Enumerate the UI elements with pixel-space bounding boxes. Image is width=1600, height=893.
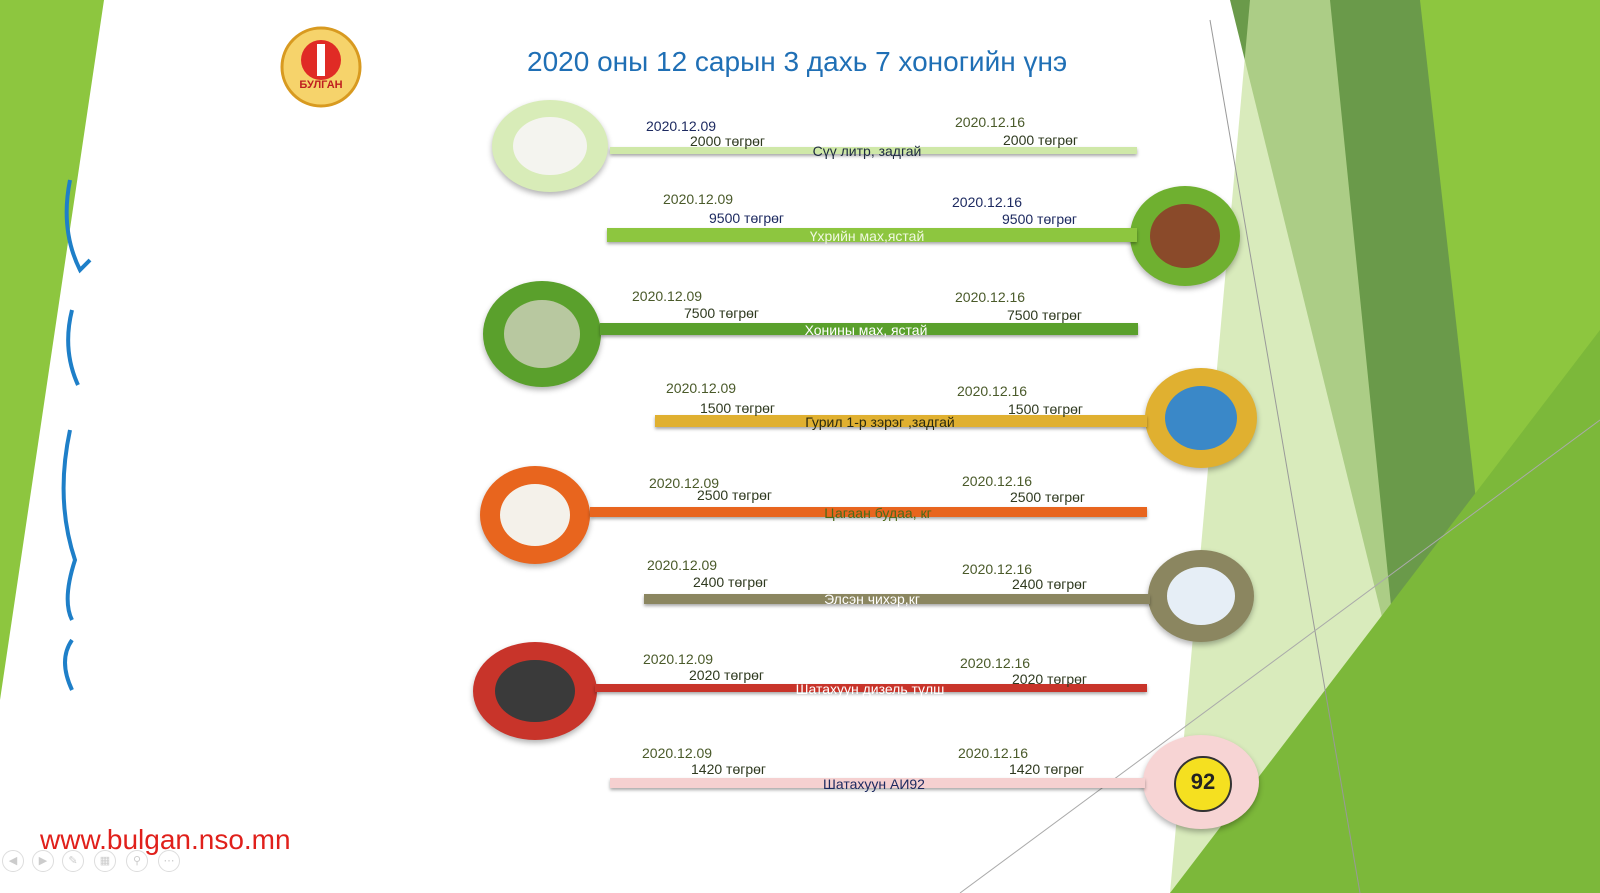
date-1: 2020.12.09 [642,745,713,761]
date-1: 2020.12.09 [666,380,737,396]
zoom-icon[interactable]: ⚲ [126,850,148,872]
sugar-image [1148,550,1254,642]
date-1: 2020.12.09 [647,557,718,573]
date-1: 2020.12.09 [646,118,717,134]
next-slide-icon[interactable]: ▶ [32,850,54,872]
date-2: 2020.12.16 [952,194,1023,210]
price-bar-milk [610,147,1137,154]
flour-image [1145,368,1257,468]
milk-image [492,100,608,192]
price-1: 2000 төгрөг [690,133,766,149]
date-2: 2020.12.16 [960,655,1031,671]
price-bar-diesel [595,684,1147,692]
page-title: 2020 оны 12 сарын 3 дахь 7 хоногийн үнэ [527,46,1068,77]
fuel-ai92-badge: 92 [1174,755,1232,813]
decor-line [959,419,1600,893]
item-label: Хонины мах, ястай [804,322,928,338]
pen-icon[interactable]: ✎ [62,850,84,872]
price-bar-rice [590,507,1147,517]
price-1: 2500 төгрөг [697,487,773,503]
date-1: 2020.12.09 [649,475,720,491]
price-bar-flour [655,415,1147,427]
bulgan-logo: БУЛГАН [280,26,362,108]
price-2: 1420 төгрөг [1009,761,1085,777]
date-2: 2020.12.16 [955,114,1026,130]
cow-image [1130,186,1240,286]
date-1: 2020.12.09 [632,288,703,304]
item-label: Цагаан будаа, кг [824,505,932,521]
price-2: 2000 төгрөг [1003,132,1079,148]
previous-slide-icon[interactable]: ◀ [2,850,24,872]
price-1: 2400 төгрөг [693,574,769,590]
diesel-image [473,642,597,740]
mongolian-script-decoration [61,179,92,691]
date-1: 2020.12.09 [643,651,714,667]
item-label: Элсэн чихэр,кг [824,591,920,607]
right-bottom-green-shape [1170,330,1600,893]
item-label: Шатахуун дизель түлш [795,681,945,697]
price-bar-sugar [644,594,1150,604]
date-2: 2020.12.16 [955,289,1026,305]
price-1: 1500 төгрөг [700,400,776,416]
date-2: 2020.12.16 [957,383,1028,399]
price-1: 7500 төгрөг [684,305,760,321]
price-bar-beef [607,228,1137,242]
fuel-ai92-image: 92 [1143,735,1259,829]
slides-grid-icon[interactable]: ▦ [94,850,116,872]
price-2: 1500 төгрөг [1008,401,1084,417]
sheep-image [483,281,601,387]
item-label: Сүү литр, задгай [812,143,922,159]
left-green-strip [0,0,104,700]
price-2: 9500 төгрөг [1002,211,1078,227]
price-1: 2020 төгрөг [689,667,765,683]
more-options-icon[interactable]: ⋯ [158,850,180,872]
price-2: 2400 төгрөг [1012,576,1088,592]
price-2: 2020 төгрөг [1012,671,1088,687]
item-label: Шатахуун АИ92 [823,776,925,792]
price-bar-mutton [600,323,1138,335]
item-label: Гурил 1-р зэрэг ,задгай [805,414,955,430]
price-1: 1420 төгрөг [691,761,767,777]
decor-line [1209,19,1361,893]
price-1: 9500 төгрөг [709,210,785,226]
date-1: 2020.12.09 [663,191,734,207]
date-2: 2020.12.16 [958,745,1029,761]
rice-image [480,466,590,564]
date-2: 2020.12.16 [962,473,1033,489]
item-label: Үхрийн мах,ястай [809,228,925,244]
date-2: 2020.12.16 [962,561,1033,577]
svg-text:БУЛГАН: БУЛГАН [299,79,342,91]
website-link[interactable]: www.bulgan.nso.mn [40,824,291,855]
price-bar-ai92 [610,778,1145,788]
price-2: 2500 төгрөг [1010,489,1086,505]
price-2: 7500 төгрөг [1007,307,1083,323]
